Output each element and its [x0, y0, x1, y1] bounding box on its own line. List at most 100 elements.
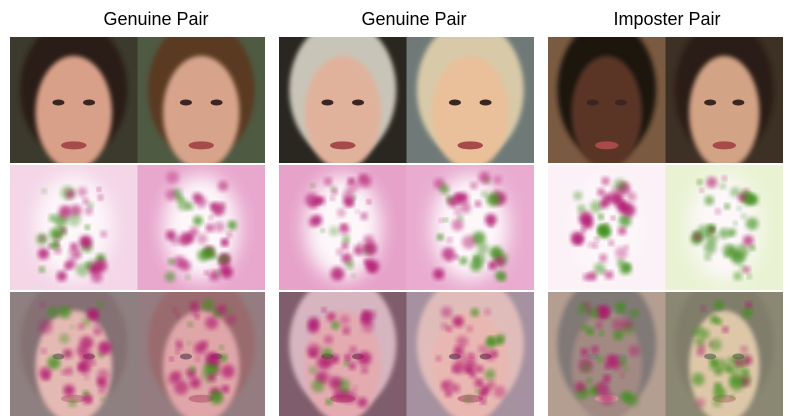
saliency-dot — [89, 264, 100, 275]
heatmap-overlay — [666, 292, 784, 416]
saliency-dot — [460, 202, 471, 213]
saliency-dot — [722, 326, 728, 332]
saliency-dot — [337, 208, 346, 217]
saliency-dot — [175, 339, 182, 346]
saliency-dot — [332, 188, 338, 194]
saliency-dot — [456, 336, 468, 348]
saliency-dot — [97, 187, 101, 191]
saliency-dot — [185, 274, 190, 279]
eye — [352, 100, 364, 106]
saliency-dot — [178, 199, 190, 211]
saliency-dot — [330, 196, 335, 201]
saliency-dot — [606, 355, 619, 368]
saliency-dot — [596, 322, 603, 329]
saliency-dot — [311, 379, 324, 392]
saliency-dot — [476, 365, 483, 372]
saliency-dot — [39, 320, 53, 334]
saliency-dot — [739, 373, 751, 385]
mouth — [189, 141, 215, 149]
saliency-dot — [581, 362, 592, 373]
saliency-dot — [453, 316, 464, 327]
saliency-dot — [476, 380, 482, 386]
saliency-dot — [699, 188, 703, 192]
saliency-dot — [84, 375, 89, 380]
saliency-dot — [40, 235, 46, 241]
saliency-dot — [98, 341, 112, 355]
saliency-dot — [743, 308, 753, 318]
saliency-dot — [433, 269, 444, 280]
saliency-dot — [596, 382, 609, 395]
saliency-dot — [454, 346, 464, 356]
saliency-dot — [620, 373, 625, 378]
saliency-dot — [365, 242, 377, 254]
saliency-dot — [208, 216, 213, 221]
saliency-dot — [203, 299, 215, 311]
saliency-dot — [48, 307, 58, 317]
saliency-dot — [192, 193, 202, 203]
saliency-dot — [462, 235, 476, 249]
saliency-dot — [68, 247, 80, 259]
saliency-dot — [630, 309, 638, 317]
saliency-dot — [324, 335, 333, 344]
saliency-dot — [217, 305, 227, 315]
heatmap-overlay — [10, 292, 138, 416]
saliency-dot — [66, 190, 75, 199]
saliency-dot — [612, 319, 624, 331]
saliency-dot — [716, 318, 723, 325]
saliency-dot — [83, 198, 89, 204]
saliency-dot — [226, 232, 232, 238]
saliency-dot — [706, 177, 717, 188]
saliency-dot — [600, 199, 609, 208]
saliency-dot — [204, 270, 208, 274]
saliency-dot — [79, 235, 92, 248]
saliency-dot — [317, 356, 330, 369]
saliency-dot — [58, 306, 71, 319]
saliency-dot — [226, 307, 232, 313]
image-cell — [10, 21, 138, 170]
eye — [321, 100, 333, 106]
eye — [211, 100, 223, 106]
eye — [449, 100, 461, 106]
saliency-dot — [59, 333, 69, 343]
saliency-dot — [629, 345, 640, 356]
saliency-dot — [360, 212, 368, 220]
saliency-dot — [601, 177, 609, 185]
saliency-dot — [326, 399, 333, 406]
saliency-dot — [38, 248, 49, 259]
face — [163, 56, 240, 169]
saliency-dot — [478, 345, 487, 354]
saliency-dot — [176, 314, 180, 318]
saliency-dot — [439, 219, 443, 223]
image-cell — [407, 165, 535, 290]
saliency-dot — [70, 325, 74, 329]
saliency-dot — [697, 225, 711, 239]
saliency-dot — [627, 192, 636, 201]
saliency-dot — [97, 301, 105, 309]
image-cell — [666, 276, 784, 416]
saliency-dot — [447, 237, 453, 243]
saliency-dot — [488, 222, 494, 228]
saliency-dot — [610, 187, 622, 199]
saliency-dot — [215, 270, 221, 276]
saliency-dot — [582, 218, 593, 229]
image-cell — [279, 276, 407, 416]
saliency-dot — [575, 382, 585, 392]
mouth — [458, 141, 484, 149]
saliency-dot — [737, 206, 742, 211]
saliency-dot — [171, 371, 182, 382]
saliency-dot — [168, 258, 174, 264]
saliency-dot — [729, 374, 741, 386]
saliency-dot — [190, 378, 201, 389]
saliency-dot — [464, 395, 472, 403]
saliency-dot — [55, 226, 66, 237]
saliency-dot — [349, 363, 356, 370]
face — [36, 56, 113, 169]
saliency-dot — [475, 201, 481, 207]
saliency-dot — [730, 395, 734, 399]
saliency-dot — [165, 272, 175, 282]
saliency-dot — [367, 263, 376, 272]
saliency-dot — [197, 234, 208, 245]
saliency-dot — [171, 237, 180, 246]
saliency-dot — [308, 322, 319, 333]
saliency-dot — [210, 391, 224, 405]
